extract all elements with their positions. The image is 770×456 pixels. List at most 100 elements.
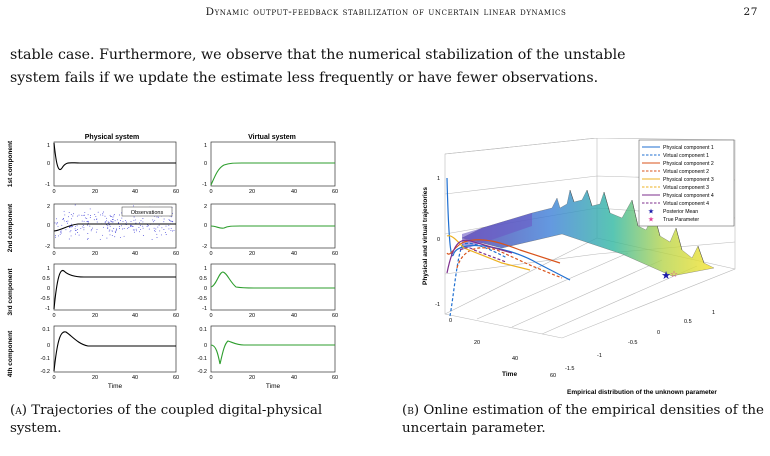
svg-text:0: 0 — [204, 343, 207, 349]
svg-text:40: 40 — [291, 251, 297, 257]
observation-dot — [120, 220, 122, 222]
observation-dot — [63, 210, 65, 212]
xlabel-time-3d: Time — [502, 371, 517, 378]
svg-text:0: 0 — [209, 375, 212, 381]
observation-dot — [130, 225, 132, 227]
observation-dot — [55, 236, 57, 238]
observation-dot — [154, 219, 156, 221]
observation-dot — [104, 221, 106, 223]
observation-dot — [70, 230, 72, 232]
caption-b: (b) Online estimation of the empirical d… — [402, 402, 764, 438]
observation-dot — [109, 234, 111, 236]
svg-text:-0.5: -0.5 — [628, 340, 637, 346]
svg-text:60: 60 — [173, 189, 179, 195]
observation-dot — [108, 230, 110, 232]
svg-text:40: 40 — [291, 189, 297, 195]
observation-dot — [165, 234, 167, 235]
svg-text:0: 0 — [204, 223, 207, 229]
observation-dot — [102, 214, 104, 216]
paragraph-line-2: system fails if we update the estimate l… — [10, 70, 599, 86]
observation-dot — [135, 219, 137, 221]
observation-dot — [56, 218, 58, 220]
svg-text:20: 20 — [249, 313, 255, 319]
observation-dot — [80, 227, 82, 229]
observation-dot — [61, 224, 63, 226]
observation-dot — [60, 230, 62, 232]
observation-dot — [123, 235, 125, 237]
observation-dot — [132, 226, 134, 227]
observation-dot — [103, 226, 104, 228]
svg-text:20: 20 — [249, 251, 255, 257]
observation-dot — [164, 232, 166, 234]
caption-a-label: (a) — [10, 403, 27, 418]
observation-dot — [114, 231, 116, 233]
observation-dot — [100, 214, 102, 216]
observation-dot — [68, 227, 70, 229]
observation-dot — [113, 228, 115, 229]
svg-text:0: 0 — [52, 189, 55, 195]
observation-dot — [86, 218, 88, 220]
observation-dot — [102, 234, 104, 236]
observation-dot — [74, 204, 76, 206]
svg-text:-1: -1 — [45, 306, 50, 312]
observation-dot — [119, 236, 121, 238]
density-ridges — [461, 189, 715, 277]
svg-text:0: 0 — [209, 313, 212, 319]
observation-dot — [133, 216, 135, 218]
observation-dot — [170, 227, 172, 229]
observation-dot — [110, 215, 111, 217]
svg-text:-2: -2 — [45, 244, 50, 250]
panel-physical-4: 0.1 0 -0.1 -0.2 0 20 40 60 Time — [41, 325, 179, 390]
observation-dot — [168, 224, 170, 226]
svg-text:40: 40 — [132, 313, 138, 319]
observation-dot — [78, 214, 80, 216]
observation-dot — [68, 216, 69, 218]
legend-marker: ★ — [648, 216, 654, 224]
svg-text:40: 40 — [132, 375, 138, 381]
observation-dot — [142, 218, 144, 219]
observation-dot — [106, 217, 108, 219]
observation-dot — [95, 216, 97, 218]
svg-text:2: 2 — [47, 204, 50, 210]
observation-dot — [109, 225, 111, 227]
observation-dot — [75, 233, 76, 235]
observation-dot — [83, 229, 85, 231]
observation-dot — [78, 234, 80, 236]
svg-text:0: 0 — [52, 375, 55, 381]
svg-text:-1: -1 — [202, 306, 207, 312]
observation-dot — [139, 225, 141, 227]
svg-text:20: 20 — [92, 189, 98, 195]
svg-text:0: 0 — [47, 343, 50, 349]
observation-dot — [63, 218, 64, 220]
observation-dot — [169, 220, 171, 222]
caption-b-label: (b) — [402, 403, 420, 418]
svg-text:0: 0 — [449, 318, 452, 324]
svg-text:0: 0 — [657, 330, 660, 336]
svg-text:0.5: 0.5 — [684, 319, 692, 325]
observation-dot — [91, 229, 93, 231]
observation-dot — [139, 231, 141, 233]
observation-dot — [76, 225, 78, 227]
observation-dot — [102, 212, 104, 214]
svg-text:0: 0 — [47, 161, 50, 167]
observation-dot — [72, 225, 74, 227]
observation-dot — [87, 214, 89, 216]
panel-virtual-1: 1 0 -1 0 20 40 60 — [202, 141, 338, 195]
observation-dot — [107, 221, 109, 223]
caption-a: (a) Trajectories of the coupled digital-… — [10, 402, 375, 438]
panel-physical-1: 1 0 -1 0 20 40 60 — [45, 141, 179, 195]
svg-text:0: 0 — [47, 286, 50, 292]
figure-a-virtual: Virtual system 1 0 -1 0 20 40 60 2 0 -2 … — [190, 128, 376, 396]
observation-dot — [118, 214, 120, 216]
observation-dot — [60, 231, 62, 233]
observation-dot — [142, 225, 144, 227]
observation-dot — [93, 219, 95, 221]
col-title-virtual: Virtual system — [248, 134, 296, 141]
svg-text:60: 60 — [173, 251, 179, 257]
observation-dot — [95, 231, 97, 233]
observation-dot — [114, 236, 116, 238]
observation-dot — [109, 224, 111, 226]
observation-dot — [133, 231, 135, 233]
observation-dot — [172, 221, 174, 223]
panel-virtual-3: 1 0.5 0 -0.5 -1 0 20 40 60 — [198, 263, 338, 319]
